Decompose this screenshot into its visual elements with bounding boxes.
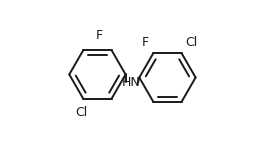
Text: Cl: Cl [185, 35, 198, 49]
Text: F: F [95, 29, 102, 42]
Text: F: F [142, 35, 149, 49]
Text: HN: HN [122, 76, 140, 89]
Text: Cl: Cl [76, 106, 88, 119]
